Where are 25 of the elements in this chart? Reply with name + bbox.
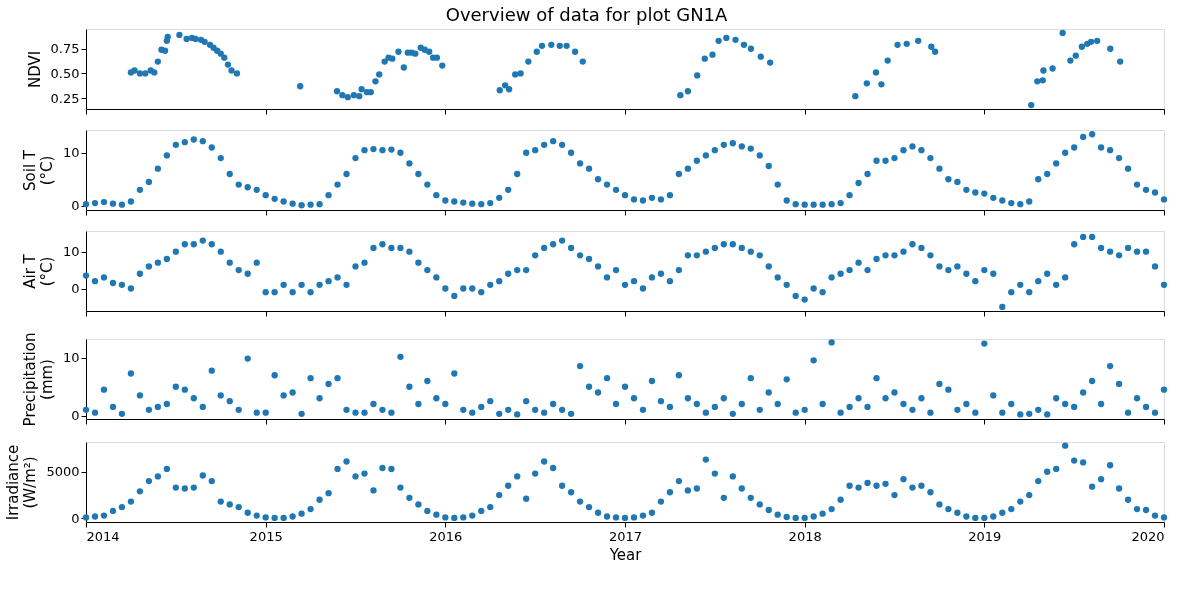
- y-tick-label: 10: [62, 350, 80, 366]
- y-tick-label: 0: [71, 198, 80, 214]
- x-tick-label: 2015: [249, 528, 283, 544]
- y-tick-label: 0.50: [50, 65, 80, 81]
- y-tick-label: 0: [71, 281, 80, 297]
- y-tick-label: 0.25: [50, 90, 80, 106]
- x-tick-label: 2019: [968, 528, 1002, 544]
- y-tick-label: 0: [71, 510, 80, 526]
- y-axis-title: NDVI: [25, 50, 44, 89]
- y-axis-title: Air T (°C): [20, 253, 56, 289]
- x-tick-label: 2018: [788, 528, 822, 544]
- y-tick-label: 10: [62, 244, 80, 260]
- y-tick-label: 5000: [46, 464, 80, 480]
- y-axis-title: Soil T (°C): [20, 149, 56, 191]
- y-tick-label: 0: [71, 408, 80, 424]
- x-tick-label: 2017: [608, 528, 643, 544]
- y-axis-title: Irradiance (W/m²): [4, 444, 40, 521]
- chart-title: Overview of data for plot GN1A: [445, 3, 729, 25]
- x-axis-title: Year: [608, 545, 643, 564]
- y-tick-label: 0.75: [50, 41, 80, 57]
- x-tick-label: 2016: [429, 528, 463, 544]
- y-axis-title: Precipitation (mm): [20, 332, 56, 427]
- x-tick-label: 2020: [1131, 528, 1165, 544]
- y-tick-label: 10: [62, 145, 80, 161]
- x-tick-label: 2014: [86, 528, 120, 544]
